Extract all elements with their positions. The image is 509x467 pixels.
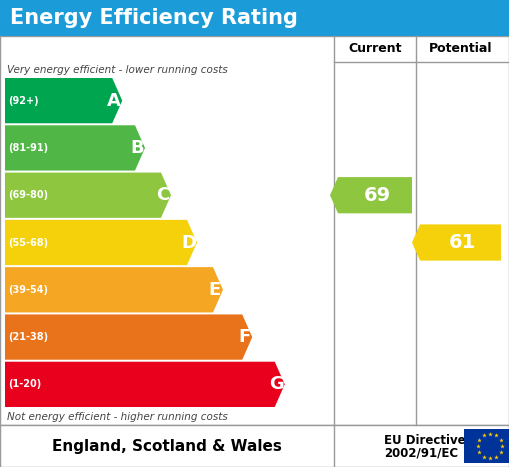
- Text: Not energy efficient - higher running costs: Not energy efficient - higher running co…: [7, 412, 228, 422]
- Text: England, Scotland & Wales: England, Scotland & Wales: [52, 439, 282, 453]
- Text: (81-91): (81-91): [8, 143, 48, 153]
- Text: (92+): (92+): [8, 96, 39, 106]
- Text: C: C: [156, 186, 169, 204]
- Text: (1-20): (1-20): [8, 379, 41, 389]
- Text: Energy Efficiency Rating: Energy Efficiency Rating: [10, 8, 298, 28]
- Text: 69: 69: [363, 186, 390, 205]
- Text: 2002/91/EC: 2002/91/EC: [384, 446, 458, 460]
- Bar: [0, 425, 509, 467]
- Text: E: E: [209, 281, 221, 299]
- Bar: [0, 36, 509, 425]
- Text: Very energy efficient - lower running costs: Very energy efficient - lower running co…: [7, 65, 228, 75]
- Text: A: A: [107, 92, 121, 110]
- Polygon shape: [5, 314, 252, 360]
- Text: (21-38): (21-38): [8, 332, 48, 342]
- Polygon shape: [5, 78, 122, 123]
- Polygon shape: [5, 173, 171, 218]
- Text: (69-80): (69-80): [8, 190, 48, 200]
- Polygon shape: [330, 177, 412, 213]
- Bar: [0, 0, 509, 36]
- Text: (39-54): (39-54): [8, 285, 48, 295]
- Polygon shape: [5, 267, 223, 312]
- Text: Potential: Potential: [429, 42, 492, 56]
- Text: G: G: [269, 375, 284, 393]
- Polygon shape: [5, 362, 285, 407]
- Polygon shape: [5, 220, 197, 265]
- Text: EU Directive: EU Directive: [384, 434, 466, 447]
- Text: D: D: [182, 234, 196, 252]
- Text: (55-68): (55-68): [8, 238, 48, 248]
- Bar: [464, 429, 509, 463]
- Text: Current: Current: [348, 42, 402, 56]
- Text: B: B: [130, 139, 144, 157]
- Text: 61: 61: [449, 233, 476, 252]
- Polygon shape: [412, 224, 501, 261]
- Text: F: F: [238, 328, 250, 346]
- Polygon shape: [5, 125, 145, 170]
